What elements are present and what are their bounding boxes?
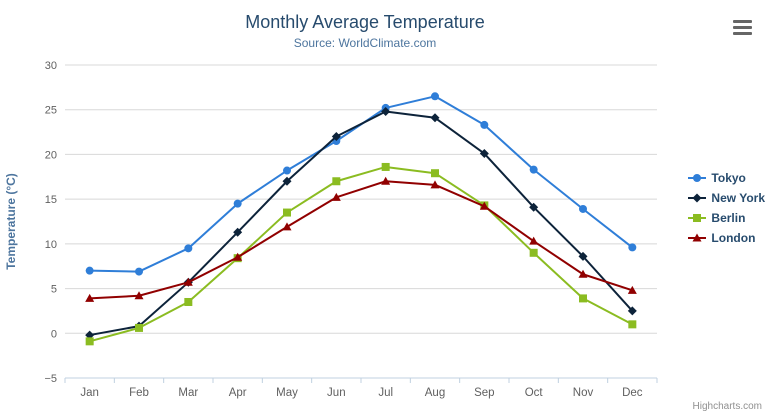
- x-axis-label: Aug: [425, 387, 445, 399]
- y-axis-title: Temperature (°C): [4, 173, 18, 270]
- y-axis-label: 15: [45, 194, 57, 206]
- legend-item-berlin[interactable]: Berlin: [688, 211, 765, 225]
- x-axis-label: Sep: [474, 387, 494, 399]
- legend-label: Tokyo: [711, 171, 746, 185]
- x-axis-label: Feb: [129, 387, 149, 399]
- y-axis-label: 25: [45, 105, 57, 117]
- triangle-marker-icon: [688, 233, 707, 242]
- x-axis-label: Nov: [573, 387, 594, 399]
- y-axis-label: 20: [45, 149, 57, 161]
- x-axis-label: Mar: [178, 387, 198, 399]
- x-axis-label: Jun: [327, 387, 346, 399]
- highcharts-credit-link[interactable]: Highcharts.com: [692, 401, 762, 412]
- gridlines: [65, 64, 657, 379]
- x-axis-label: Jan: [80, 387, 99, 399]
- legend: Tokyo New York Berlin London: [688, 171, 765, 245]
- series-new-york[interactable]: [85, 107, 637, 340]
- square-marker-icon: [688, 214, 707, 222]
- hamburger-icon: [733, 32, 752, 35]
- circle-marker-icon: [688, 174, 707, 182]
- x-axis-label: Oct: [525, 387, 544, 399]
- x-axis-label: Jul: [378, 387, 393, 399]
- y-axis-label: 10: [45, 239, 57, 251]
- chart-title: Monthly Average Temperature: [245, 12, 485, 32]
- context-menu-button[interactable]: [733, 20, 752, 35]
- y-axis-label: 0: [51, 328, 57, 340]
- x-axis-label: Dec: [622, 387, 643, 399]
- x-axis-label: May: [276, 387, 298, 399]
- legend-item-tokyo[interactable]: Tokyo: [688, 171, 765, 185]
- x-axis-label: Apr: [229, 387, 247, 399]
- diamond-marker-icon: [688, 193, 707, 203]
- y-axis-labels: −5 0 5 10 15 20 25 30: [44, 60, 57, 385]
- hamburger-icon: [733, 20, 752, 23]
- legend-label: Berlin: [711, 211, 746, 225]
- series-london[interactable]: [85, 176, 637, 302]
- y-axis-label: 30: [45, 60, 57, 72]
- x-axis: Jan Feb Mar Apr May Jun Jul Aug Sep Oct Nov Dec: [64, 377, 658, 399]
- y-axis-label: 5: [51, 284, 57, 296]
- legend-item-london[interactable]: London: [688, 231, 765, 245]
- legend-item-new-york[interactable]: New York: [688, 191, 765, 205]
- chart-subtitle: Source: WorldClimate.com: [293, 36, 437, 50]
- legend-label: New York: [711, 191, 765, 205]
- hamburger-icon: [733, 26, 752, 29]
- series-tokyo[interactable]: [85, 92, 637, 276]
- y-axis-label: −5: [44, 373, 57, 385]
- legend-label: London: [711, 231, 756, 245]
